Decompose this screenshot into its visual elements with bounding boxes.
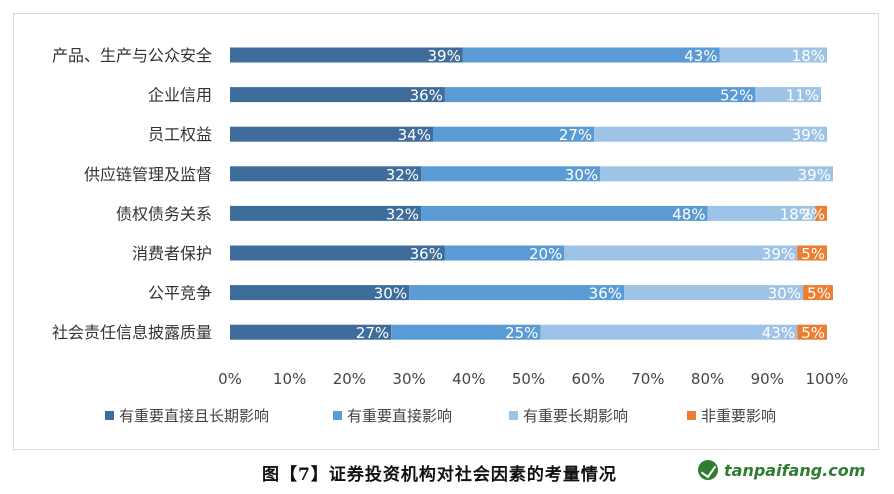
legend-label: 非重要影响	[701, 407, 776, 425]
x-tick-label: 90%	[751, 370, 784, 388]
x-tick-label: 40%	[452, 370, 485, 388]
data-label: 36%	[410, 87, 443, 105]
data-label: 30%	[565, 166, 598, 184]
bar-segment	[719, 47, 827, 63]
bar-segment	[707, 205, 816, 221]
x-tick-label: 10%	[273, 370, 306, 388]
figure-caption: 图【7】证券投资机构对社会因素的考量情况	[262, 465, 617, 485]
bar-segment	[803, 285, 833, 301]
data-label: 39%	[798, 166, 831, 184]
x-tick-label: 100%	[806, 370, 849, 388]
data-label: 18%	[792, 47, 825, 65]
data-label: 11%	[786, 87, 819, 105]
legend-swatch	[687, 411, 696, 420]
bar-segment	[624, 285, 804, 301]
data-label: 5%	[801, 324, 825, 342]
category-label: 供应链管理及监督	[84, 165, 212, 184]
data-label: 2%	[801, 205, 825, 223]
bar-segment	[230, 126, 433, 142]
leaf-logo-icon	[698, 460, 718, 480]
stacked-bar-chart: 产品、生产与公众安全企业信用员工权益供应链管理及监督债权债务关系消费者保护公平竞…	[52, 46, 849, 425]
category-label: 公平竞争	[148, 284, 212, 303]
bar-segment	[409, 285, 625, 301]
bar-segment	[230, 166, 422, 182]
bar-segment	[391, 324, 541, 340]
bar-segment	[797, 245, 827, 261]
data-label: 32%	[386, 166, 419, 184]
x-tick-label: 80%	[691, 370, 724, 388]
data-label: 27%	[559, 126, 592, 144]
x-tick-label: 70%	[631, 370, 664, 388]
bar-segment	[230, 87, 445, 103]
watermark: tanpaifang.com	[698, 460, 865, 480]
bar-segment	[755, 87, 822, 103]
bar-segment	[230, 285, 410, 301]
legend-swatch	[509, 411, 518, 420]
bar-segment	[230, 245, 445, 261]
data-label: 30%	[374, 285, 407, 303]
data-label: 32%	[386, 205, 419, 223]
data-label: 5%	[807, 285, 831, 303]
data-label: 39%	[792, 126, 825, 144]
bar-segment	[230, 47, 463, 63]
watermark-text: tanpaifang.com	[724, 460, 866, 480]
data-label: 30%	[768, 285, 801, 303]
category-label: 企业信用	[148, 86, 212, 105]
x-tick-label: 50%	[512, 370, 545, 388]
bar-segment	[444, 245, 565, 261]
bar-segment	[421, 166, 601, 182]
legend-label: 有重要长期影响	[523, 407, 628, 425]
legend-label: 有重要直接影响	[347, 407, 452, 425]
data-label: 39%	[427, 47, 460, 65]
data-label: 36%	[589, 285, 622, 303]
bar-segment	[421, 205, 708, 221]
data-label: 43%	[762, 324, 795, 342]
bar-segment	[594, 126, 827, 142]
bar-segment	[230, 205, 422, 221]
data-label: 27%	[356, 324, 389, 342]
legend-swatch	[105, 411, 114, 420]
category-label: 债权债务关系	[116, 204, 212, 223]
data-label: 20%	[529, 245, 562, 263]
data-label: 34%	[398, 126, 431, 144]
data-label: 25%	[505, 324, 538, 342]
x-tick-label: 60%	[572, 370, 605, 388]
bar-segment	[797, 324, 827, 340]
bar-segment	[230, 324, 392, 340]
bar-segment	[815, 205, 827, 221]
data-label: 39%	[762, 245, 795, 263]
bar-segment	[432, 126, 595, 142]
data-label: 18%	[780, 205, 813, 223]
bar-segment	[600, 166, 833, 182]
category-label: 消费者保护	[132, 244, 212, 263]
data-label: 36%	[410, 245, 443, 263]
data-label: 43%	[684, 47, 717, 65]
figure-caption-bar: 图【7】证券投资机构对社会因素的考量情况 tanpaifang.com	[0, 458, 894, 488]
legend-label: 有重要直接且长期影响	[119, 407, 269, 425]
x-tick-label: 0%	[218, 370, 242, 388]
data-label: 48%	[672, 205, 705, 223]
bar-segment	[540, 324, 798, 340]
bar-segment	[444, 87, 756, 103]
legend-swatch	[333, 411, 342, 420]
bar-segment	[564, 245, 798, 261]
x-tick-label: 30%	[392, 370, 425, 388]
x-tick-label: 20%	[333, 370, 366, 388]
data-label: 52%	[720, 87, 753, 105]
category-label: 员工权益	[148, 125, 212, 144]
category-label: 产品、生产与公众安全	[52, 46, 212, 65]
category-label: 社会责任信息披露质量	[52, 323, 212, 342]
bar-segment	[462, 47, 720, 63]
chart-frame	[13, 13, 879, 450]
data-label: 5%	[801, 245, 825, 263]
